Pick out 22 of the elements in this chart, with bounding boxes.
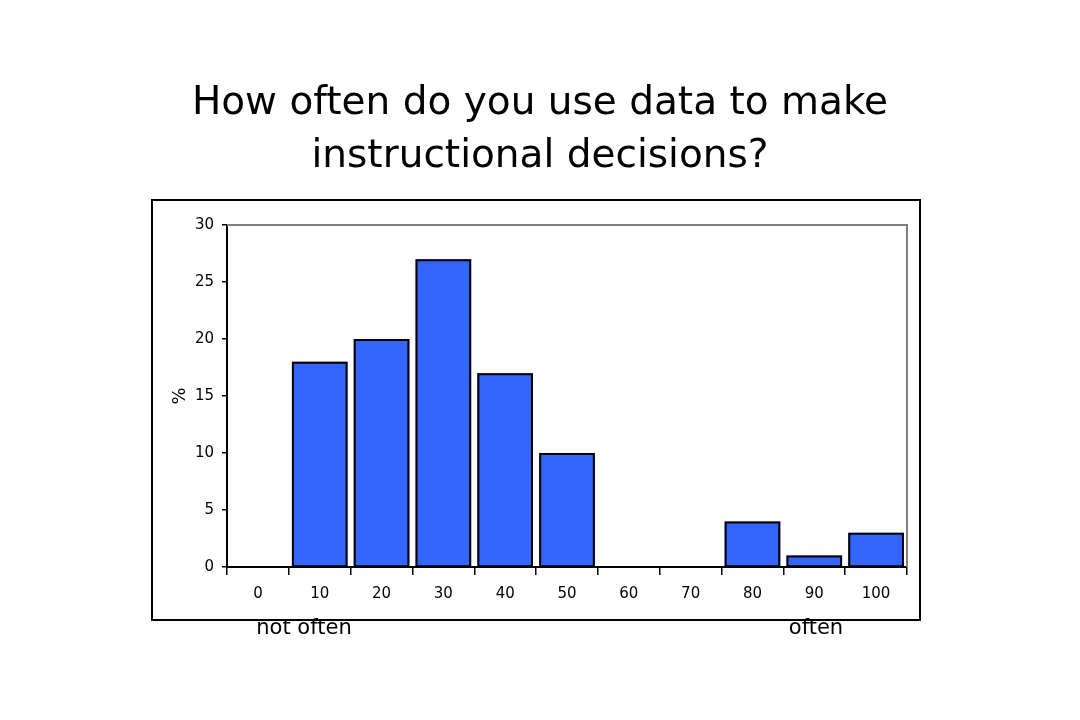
text: often [788, 614, 844, 641]
text: not often [256, 614, 352, 641]
x-tick-label: 90 [804, 583, 824, 602]
y-tick-label: 5 [204, 499, 214, 518]
x-tick-label: 60 [619, 583, 639, 602]
y-tick-label: 0 [204, 556, 214, 575]
x-tick-label: 70 [681, 583, 701, 602]
chart-title: How often do you use data to make instructional decisions? [190, 77, 890, 178]
y-tick-label: 20 [194, 328, 214, 347]
x-tick-label: 10 [310, 583, 330, 602]
y-axis-title: % [168, 387, 190, 405]
x-tick-label: 100 [861, 583, 891, 602]
x-tick-label: 0 [253, 583, 263, 602]
y-tick-label: 30 [194, 214, 214, 233]
x-tick-label: 80 [742, 583, 762, 602]
x-tick-label: 20 [372, 583, 392, 602]
x-tick-label: 40 [495, 583, 515, 602]
x-tick-label: 50 [557, 583, 577, 602]
y-tick-label: 25 [194, 271, 214, 290]
y-tick-label: 10 [194, 442, 214, 461]
x-tick-label: 30 [433, 583, 453, 602]
y-tick-label: 15 [194, 385, 214, 404]
